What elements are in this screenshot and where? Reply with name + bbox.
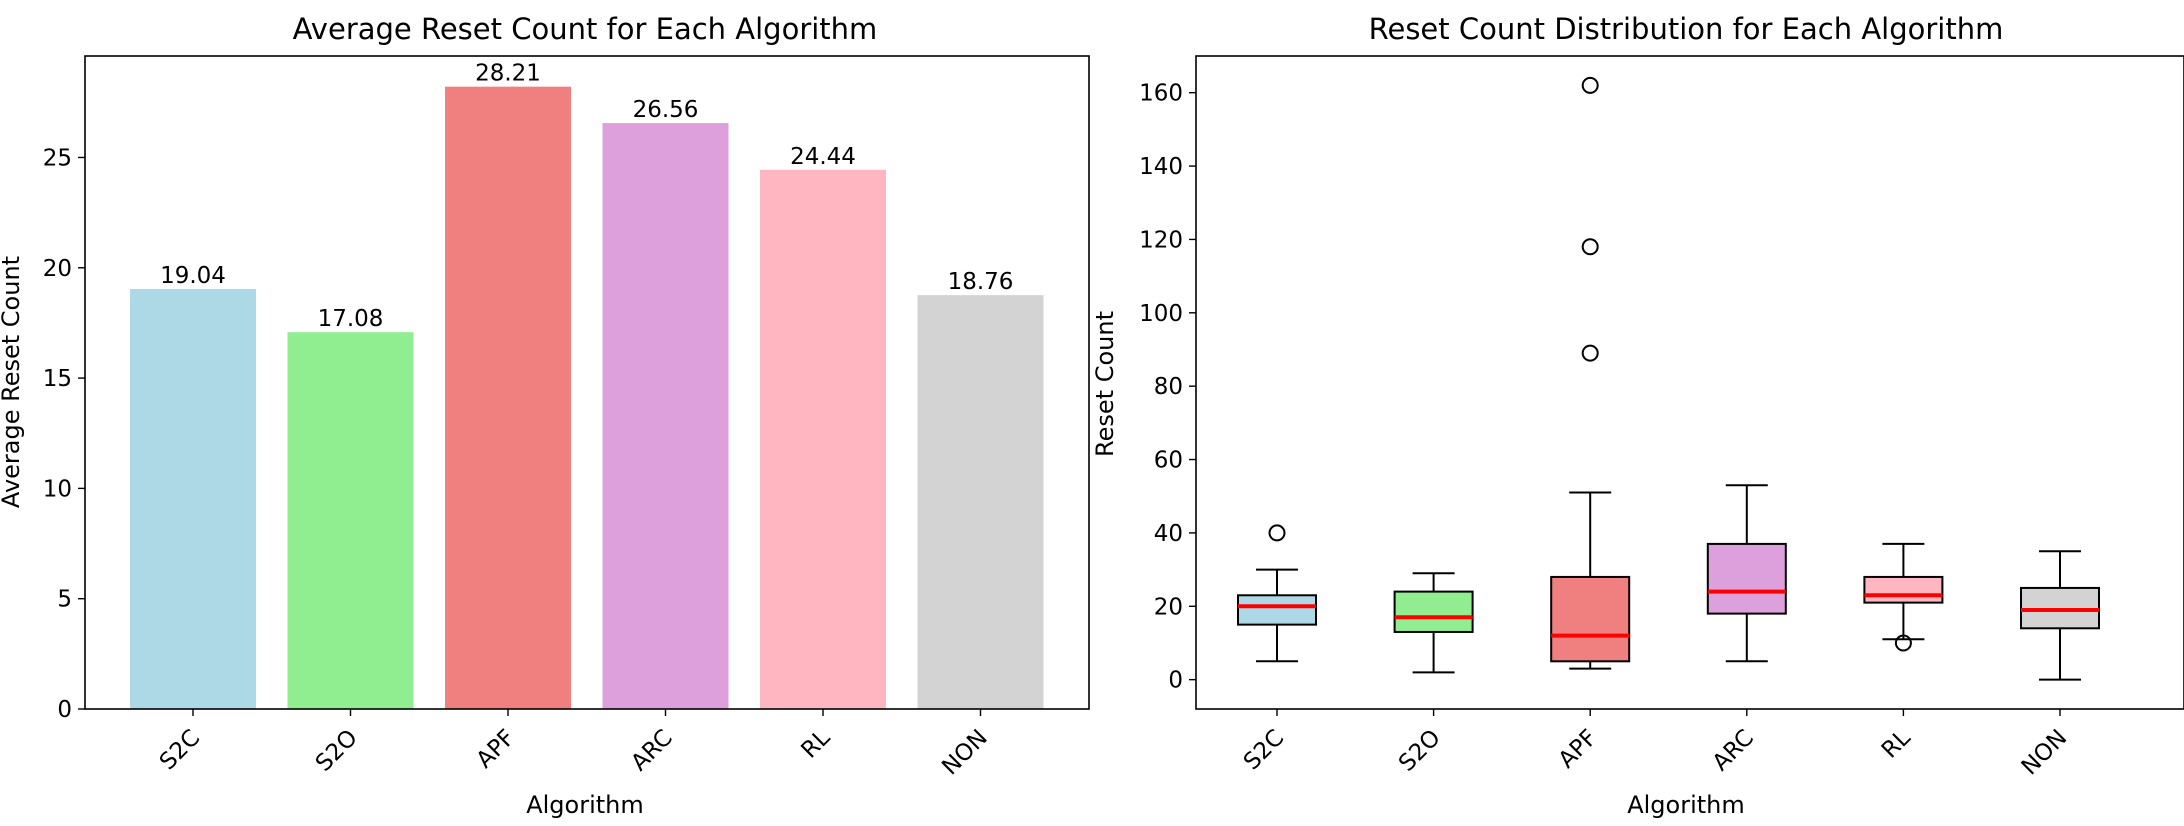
outlier-apf: [1581, 76, 1599, 94]
bar-chart-xlabel: Algorithm: [526, 791, 644, 819]
box-chart: Reset Count Distribution for Each Algori…: [1091, 12, 2184, 819]
bar-x-tick-label: S2C: [155, 725, 205, 775]
bar-value-label: 24.44: [790, 144, 856, 170]
box-chart-xlabel: Algorithm: [1627, 791, 1745, 819]
box-x-tick-label: NON: [2017, 725, 2073, 781]
bar-chart: Average Reset Count for Each Algorithm A…: [0, 12, 1090, 819]
box-rl: [1863, 575, 1944, 604]
bar-y-tick-label: 20: [43, 256, 72, 282]
bar-chart-title: Average Reset Count for Each Algorithm: [293, 12, 878, 46]
bar-y-axis: 0 5 10 15 20 25: [43, 145, 85, 723]
box-x-tick-label: APF: [1554, 725, 1603, 774]
box-x-tick-label: RL: [1877, 725, 1916, 764]
bar-y-tick-label: 25: [43, 145, 72, 171]
bar-x-axis: S2C S2O APF ARC RL NON: [155, 709, 993, 780]
bar-value-label: 28.21: [475, 61, 541, 87]
bar-y-tick-label: 0: [57, 697, 72, 723]
bar-bars: [130, 86, 1044, 709]
bar-s2o: [287, 332, 414, 709]
box-y-tick-label: 0: [1168, 668, 1183, 694]
box-x-tick-label: ARC: [1708, 725, 1759, 776]
bar-s2c: [130, 288, 256, 709]
bar-x-tick-label: S2O: [311, 725, 363, 777]
outlier-rl: [1894, 634, 1912, 652]
box-chart-title: Reset Count Distribution for Each Algori…: [1369, 12, 2004, 46]
box-s2c: [1237, 594, 1317, 626]
box-y-tick-label: 80: [1154, 374, 1183, 400]
bar-arc: [602, 123, 729, 709]
bar-value-label: 19.04: [160, 263, 226, 289]
box-y-tick-label: 100: [1139, 301, 1183, 327]
bar-value-labels: 19.04 17.08 28.21 26.56 24.44 18.76: [160, 61, 1013, 333]
bar-non: [917, 295, 1044, 709]
box-x-tick-label: S2C: [1239, 725, 1289, 775]
outlier-s2c: [1268, 524, 1286, 542]
box-apf: [1550, 575, 1631, 663]
outlier-apf: [1581, 344, 1599, 362]
box-arc: [1706, 542, 1787, 615]
box-x-tick-label: S2O: [1394, 725, 1446, 777]
box-whiskers: [1256, 484, 2081, 681]
bar-chart-ylabel: Average Reset Count: [0, 256, 25, 508]
bar-x-tick-label: ARC: [626, 725, 677, 776]
box-outliers: [1268, 76, 1912, 652]
box-chart-ylabel: Reset Count: [1091, 311, 1119, 457]
box-boxes: [1237, 542, 2100, 663]
outlier-apf: [1581, 238, 1599, 256]
box-x-axis: S2C S2O APF ARC RL NON: [1239, 709, 2072, 780]
bar-value-label: 26.56: [633, 97, 699, 123]
bar-value-label: 18.76: [948, 269, 1014, 295]
bar-y-tick-label: 10: [43, 476, 72, 502]
bar-x-tick-label: NON: [937, 725, 993, 781]
bar-x-tick-label: APF: [472, 725, 521, 774]
bar-y-tick-label: 15: [43, 366, 72, 392]
box-y-tick-label: 140: [1139, 154, 1183, 180]
bar-value-label: 17.08: [318, 306, 384, 332]
box-y-tick-label: 60: [1154, 448, 1183, 474]
bar-rl: [760, 169, 886, 709]
box-s2o: [1393, 590, 1474, 633]
box-y-tick-label: 40: [1154, 521, 1183, 547]
box-y-tick-label: 160: [1139, 81, 1183, 107]
bar-apf: [445, 86, 571, 709]
bar-plot-frame: [84, 55, 1090, 710]
box-y-tick-label: 20: [1154, 594, 1183, 620]
box-y-axis: 0 20 40 60 80 100 120 140 160: [1139, 81, 1196, 694]
box-y-tick-label: 120: [1139, 227, 1183, 253]
bar-x-tick-label: RL: [796, 725, 835, 764]
box-plot-frame: [1195, 55, 2184, 710]
bar-y-tick-label: 5: [57, 587, 72, 613]
